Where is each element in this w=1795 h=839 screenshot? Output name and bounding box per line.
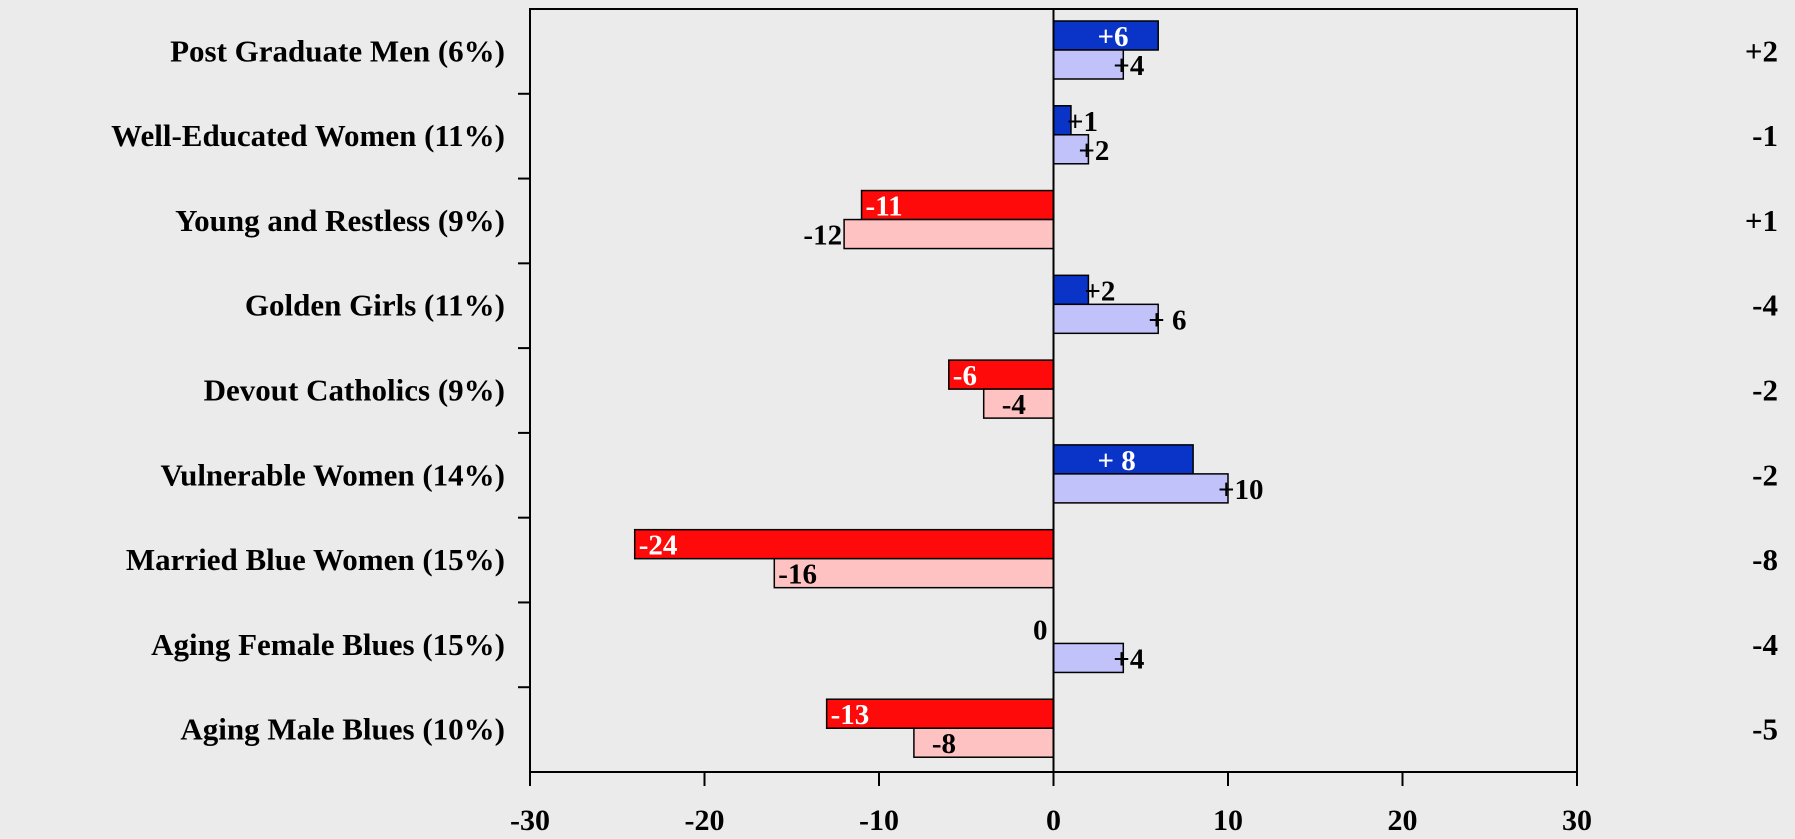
right-column-value: -1 [1752,118,1778,153]
x-tick-label: 30 [1562,804,1592,837]
bar-series-1-cat-6 [1052,444,1194,475]
category-label: Aging Female Blues (15%) [151,627,505,662]
data-label-series-1-cat-9: -13 [831,699,870,731]
bar-series-2-cat-3 [843,218,1055,250]
data-label-series-1-cat-1: +6 [1098,21,1129,53]
bar-series-2-cat-4 [1052,303,1159,335]
x-tick-label: -20 [685,804,725,837]
x-tick-label: 20 [1388,804,1418,837]
data-label-series-2-cat-1: +4 [1113,50,1144,82]
category-labels-layer: Post Graduate Men (6%) Well-Educated Wome… [111,33,505,746]
right-column-value: -2 [1752,457,1778,492]
data-label-series-2-cat-4: + 6 [1148,304,1186,336]
data-label-series-1-cat-2: +1 [1067,106,1098,138]
data-label-series-1-cat-6: + 8 [1098,445,1136,477]
category-label: Well-Educated Women (11%) [111,118,505,153]
x-tick-label: -10 [859,804,899,837]
axis-ticks-layer: -30 -20 -10 0 10 20 30 [510,92,1592,837]
data-labels-layer: +6+4+1+2-11-12+2+ 6-6-4+ 8+10-24-160+4-1… [639,21,1264,760]
bar-series-2-cat-8 [1052,642,1125,674]
bars-layer [633,20,1229,758]
category-label: Vulnerable Women (14%) [161,457,505,492]
right-column-value: -5 [1752,712,1778,747]
category-label: Married Blue Women (15%) [126,542,505,577]
right-column-layer: +2 -1 +1 -4 -2 -2 -8 -4 -5 [1745,33,1778,746]
bar-series-1-cat-7 [633,528,1055,560]
bar-series-2-cat-1 [1052,49,1125,80]
category-label: Devout Catholics (9%) [204,373,505,408]
x-tick-label: 0 [1046,804,1061,837]
bar-series-2-cat-9 [913,727,1055,758]
data-label-series-1-cat-8: 0 [1033,614,1048,646]
bar-series-2-cat-5 [982,388,1055,419]
x-tick-label: 10 [1213,804,1243,837]
data-label-series-2-cat-5: -4 [1002,389,1026,421]
category-label: Post Graduate Men (6%) [170,33,505,68]
data-label-series-2-cat-6: +10 [1218,474,1264,506]
data-label-series-2-cat-2: +2 [1078,135,1109,167]
right-column-value: -8 [1752,542,1778,577]
data-label-series-2-cat-8: +4 [1113,643,1144,675]
x-tick-label: -30 [510,804,550,837]
category-label: Golden Girls (11%) [245,288,505,323]
bar-series-1-cat-4 [1052,274,1090,306]
right-column-value: -2 [1752,373,1778,408]
data-label-series-1-cat-7: -24 [639,530,678,562]
bar-series-2-cat-7 [773,557,1055,589]
data-label-series-2-cat-3: -12 [803,220,842,252]
data-label-series-2-cat-7: -16 [778,559,817,591]
data-label-series-1-cat-5: -6 [953,360,977,392]
data-label-series-1-cat-3: -11 [866,191,903,223]
bar-series-1-cat-9 [825,698,1055,729]
bar-series-2-cat-6 [1052,473,1229,504]
category-label: Young and Restless (9%) [175,203,505,238]
bar-series-2-cat-2 [1052,134,1090,165]
data-label-series-2-cat-9: -8 [932,728,956,760]
right-column-value: -4 [1752,627,1778,662]
category-label: Aging Male Blues (10%) [180,712,505,747]
right-column-value: +1 [1745,203,1778,238]
data-label-series-1-cat-4: +2 [1084,275,1115,307]
right-column-value: +2 [1745,33,1778,68]
right-column-value: -4 [1752,288,1778,323]
